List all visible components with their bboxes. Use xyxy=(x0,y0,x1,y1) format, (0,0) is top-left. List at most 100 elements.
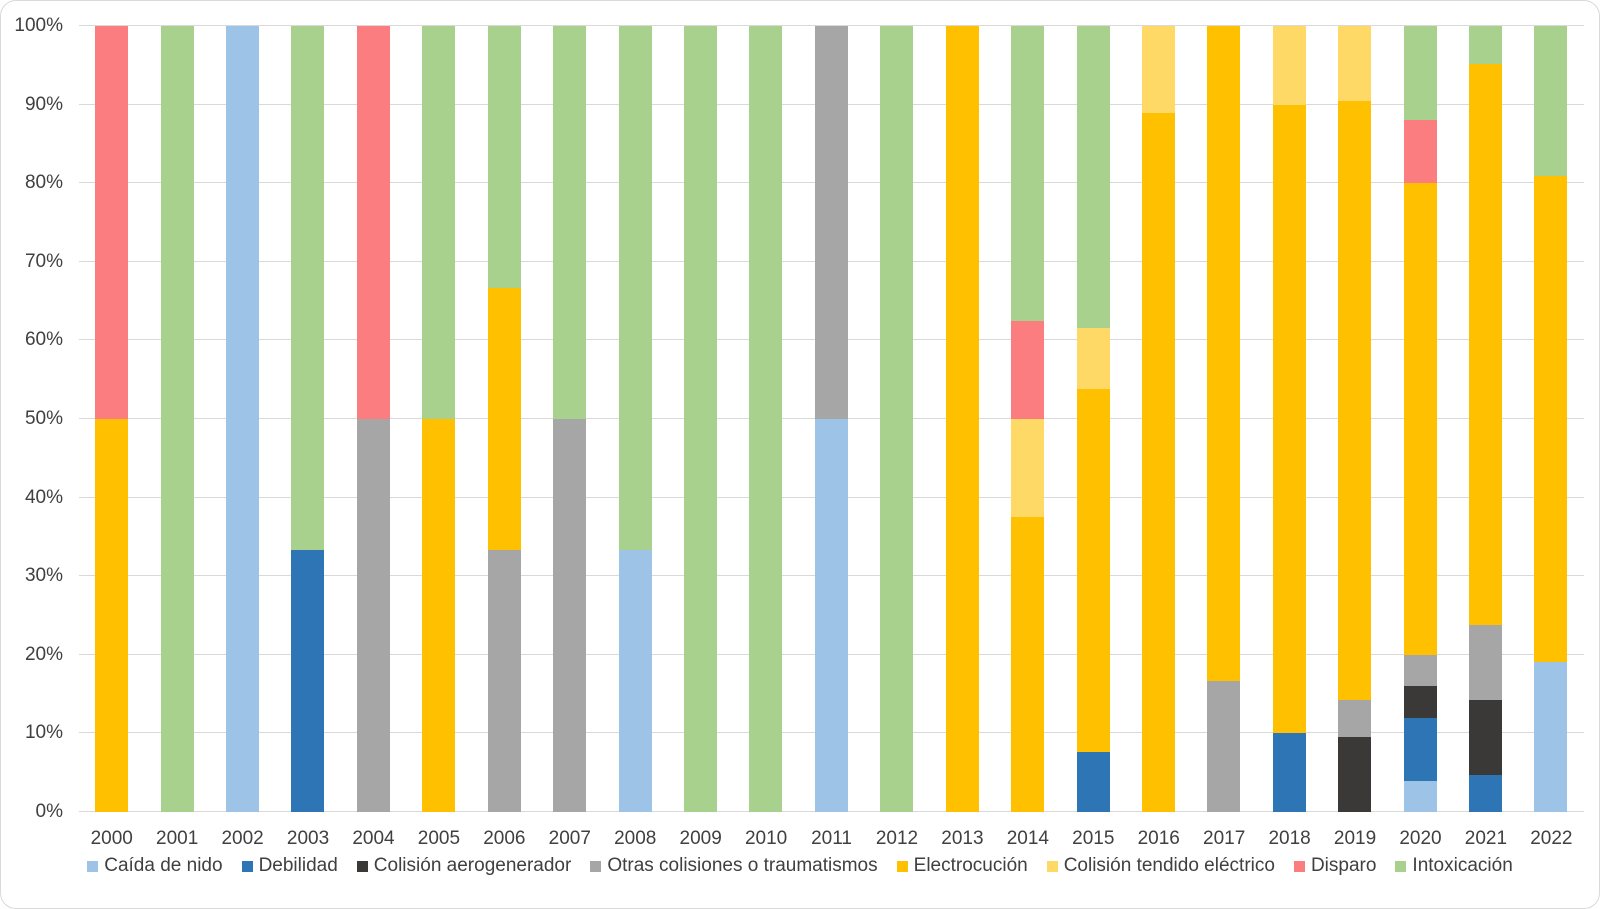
y-tick-label-20: 20% xyxy=(24,643,63,665)
segment-2019-otras-colisiones-o-traumatismos xyxy=(1338,699,1372,738)
segment-2010-intoxicacion xyxy=(749,26,783,812)
y-tick-label-60: 60% xyxy=(24,329,63,351)
segment-2021-intoxicacion xyxy=(1469,26,1503,64)
segment-2002-caida-de-nido xyxy=(226,26,260,812)
y-tick-label-0: 0% xyxy=(35,801,63,822)
segment-2022-caida-de-nido xyxy=(1534,662,1568,812)
bar-2020 xyxy=(1403,26,1437,812)
segment-2021-otras-colisiones-o-traumatismos xyxy=(1469,624,1503,700)
x-tick-label-2006: 2006 xyxy=(483,828,526,849)
legend-label-debilidad: Debilidad xyxy=(258,855,338,876)
segment-2015-colision-tendido-electrico xyxy=(1076,328,1110,389)
legend-label-electrocucion: Electrocución xyxy=(913,855,1028,876)
legend-item-caida-de-nido: Caída de nido xyxy=(87,855,223,877)
x-tick-label-2001: 2001 xyxy=(156,828,199,849)
y-tick-label-50: 50% xyxy=(24,408,63,429)
x-axis: 2000 2001 2002 2003 2004 2005 2006 2007 2008 2009… xyxy=(79,823,1584,855)
legend-item-otras-colisiones-o-traumatismos: Otras colisiones o traumatismos xyxy=(590,855,878,877)
bar-2002 xyxy=(226,26,260,812)
segment-2006-intoxicacion xyxy=(487,26,521,288)
segment-2022-electrocucion xyxy=(1534,175,1568,663)
segment-2020-debilidad xyxy=(1403,717,1437,781)
segment-2007-otras-colisiones-o-traumatismos xyxy=(553,419,587,812)
x-tick-label-2020: 2020 xyxy=(1399,828,1442,849)
segment-2009-intoxicacion xyxy=(684,26,717,812)
bar-2010 xyxy=(749,26,783,812)
legend-swatch-caida-de-nido xyxy=(87,860,99,872)
legend-swatch-otras-colisiones-o-traumatismos xyxy=(590,860,602,872)
y-axis: 0% 10% 20% 30% 40% 50% 60% 70% 80% 90% 100% xyxy=(1,15,71,822)
x-tick-label-2012: 2012 xyxy=(875,828,919,849)
segment-2000-electrocucion xyxy=(95,419,129,812)
bar-2016 xyxy=(1141,26,1175,812)
bar-2012 xyxy=(880,26,914,812)
x-tick-label-2002: 2002 xyxy=(221,828,264,849)
legend-label-intoxicacion: Intoxicación xyxy=(1412,855,1513,876)
legend-item-colision-tendido-electrico: Colisión tendido eléctrico xyxy=(1046,855,1275,877)
bar-2017 xyxy=(1207,26,1241,812)
segment-2007-intoxicacion xyxy=(553,26,587,419)
segment-2003-intoxicacion xyxy=(291,26,325,551)
segment-2021-electrocucion xyxy=(1469,63,1503,625)
segment-2015-electrocucion xyxy=(1076,388,1110,752)
legend-label-caida-de-nido: Caída de nido xyxy=(104,855,223,876)
x-tick-label-2004: 2004 xyxy=(352,828,395,849)
bar-2007 xyxy=(553,26,587,812)
legend: Caída de nido Debilidad Colisión aerogener… xyxy=(1,847,1599,885)
bar-2000 xyxy=(95,26,129,812)
legend-item-colision-aerogenerador: Colisión aerogenerador xyxy=(356,855,572,877)
segment-2017-otras-colisiones-o-traumatismos xyxy=(1207,680,1241,812)
x-tick-label-2018: 2018 xyxy=(1268,828,1311,849)
segment-2012-intoxicacion xyxy=(880,26,914,812)
segment-2016-colision-tendido-electrico xyxy=(1141,26,1175,114)
x-tick-label-2010: 2010 xyxy=(744,828,788,849)
segment-2020-electrocucion xyxy=(1403,183,1437,655)
legend-label-colision-aerogenerador: Colisión aerogenerador xyxy=(373,855,572,876)
segment-2005-intoxicacion xyxy=(422,26,456,419)
bar-2021 xyxy=(1469,26,1503,812)
plot-area xyxy=(79,25,1584,812)
legend-item-intoxicacion: Intoxicación xyxy=(1395,855,1513,877)
x-tick-label-2022: 2022 xyxy=(1530,828,1573,849)
segment-2020-caida-de-nido xyxy=(1403,780,1437,812)
y-tick-label-70: 70% xyxy=(24,250,63,272)
legend-swatch-debilidad xyxy=(241,860,253,872)
legend-label-colision-tendido-electrico: Colisión tendido eléctrico xyxy=(1063,855,1275,876)
bar-2014 xyxy=(1011,26,1045,812)
segment-2014-colision-tendido-electrico xyxy=(1011,419,1045,518)
x-tick-label-2016: 2016 xyxy=(1137,828,1180,849)
segment-2020-otras-colisiones-o-traumatismos xyxy=(1403,654,1437,687)
legend-item-electrocucion: Electrocución xyxy=(896,855,1028,877)
segment-2015-intoxicacion xyxy=(1076,26,1110,329)
segment-2019-colision-tendido-electrico xyxy=(1338,26,1372,101)
segment-2018-colision-tendido-electrico xyxy=(1272,26,1306,105)
bars-container xyxy=(79,26,1584,812)
segment-2004-otras-colisiones-o-traumatismos xyxy=(356,419,390,812)
segment-2005-electrocucion xyxy=(422,419,456,812)
y-tick-label-40: 40% xyxy=(24,486,63,508)
bar-2009 xyxy=(684,26,717,812)
x-tick-label-2005: 2005 xyxy=(417,828,461,849)
segment-2011-caida-de-nido xyxy=(814,419,848,812)
segment-2022-intoxicacion xyxy=(1534,26,1568,176)
segment-2006-electrocucion xyxy=(487,287,521,551)
x-tick-label-2009: 2009 xyxy=(679,828,722,849)
x-tick-label-2008: 2008 xyxy=(614,828,657,849)
legend-swatch-colision-aerogenerador xyxy=(356,860,368,872)
gridline-100 xyxy=(79,25,1584,26)
x-tick-label-2007: 2007 xyxy=(548,828,591,849)
segment-2020-intoxicacion xyxy=(1403,26,1437,121)
legend-label-otras-colisiones-o-traumatismos: Otras colisiones o traumatismos xyxy=(607,855,878,876)
bar-2011 xyxy=(814,26,848,812)
segment-2014-disparo xyxy=(1011,320,1045,419)
segment-2013-electrocucion xyxy=(945,26,979,812)
y-tick-label-10: 10% xyxy=(24,722,63,744)
bar-2006 xyxy=(487,26,521,812)
segment-2018-electrocucion xyxy=(1272,104,1306,734)
bar-2003 xyxy=(291,26,325,812)
segment-2019-colision-aerogenerador xyxy=(1338,737,1372,812)
segment-2000-disparo xyxy=(95,26,129,419)
bar-2005 xyxy=(422,26,456,812)
bar-2001 xyxy=(160,26,194,812)
legend-label-disparo: Disparo xyxy=(1310,855,1377,876)
